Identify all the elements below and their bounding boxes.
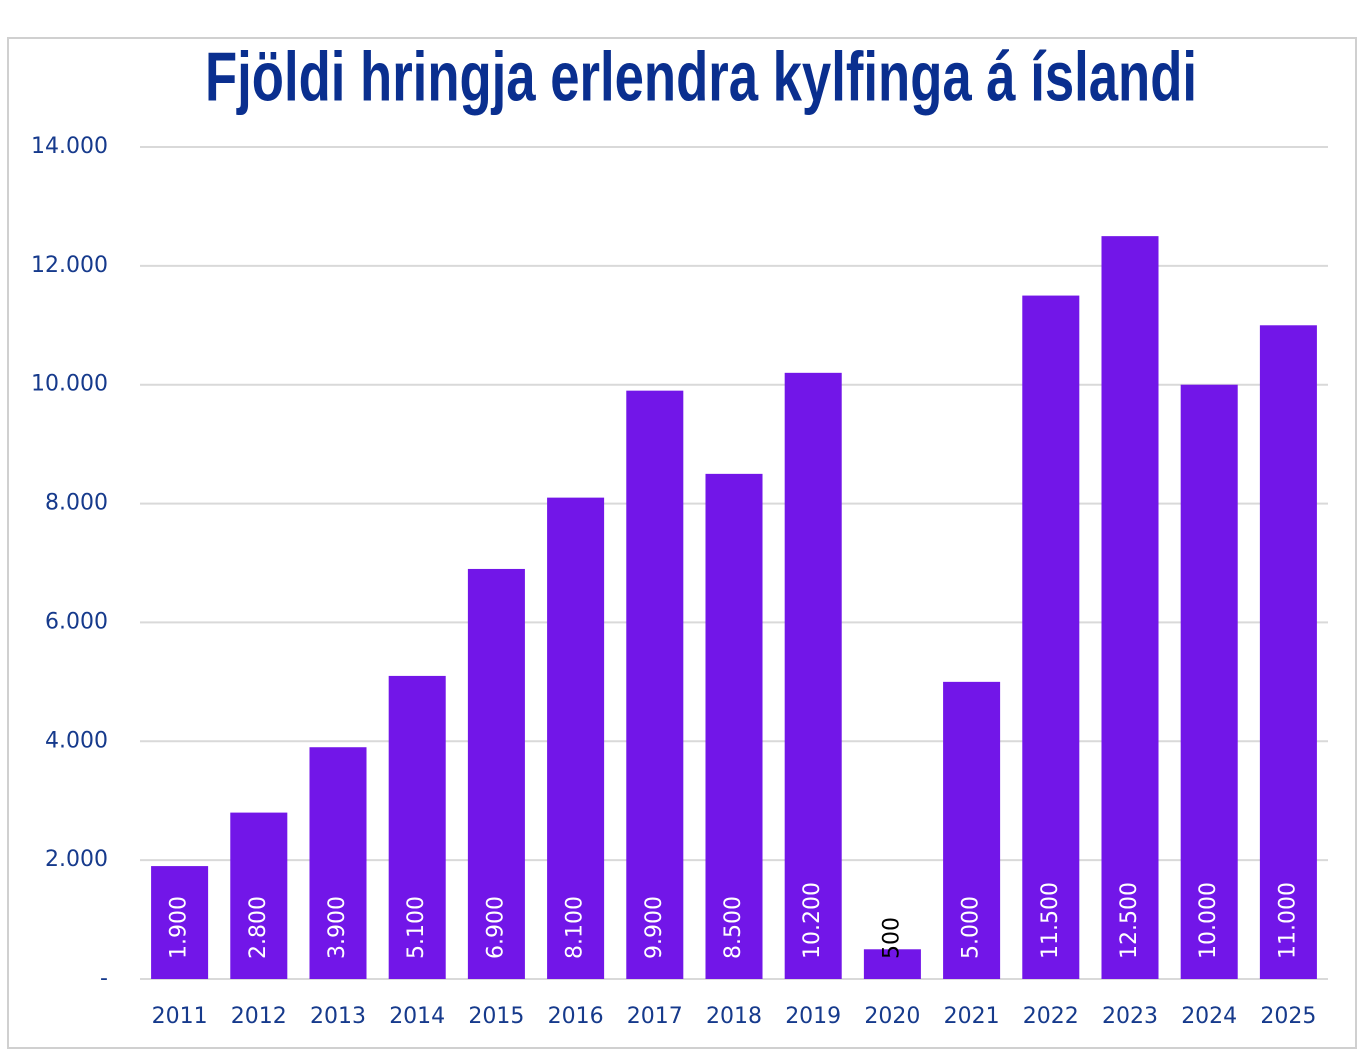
bar	[388, 675, 446, 979]
value-label: 8.100	[563, 896, 588, 959]
x-tick-label: 2014	[389, 1004, 445, 1029]
value-label: 8.500	[721, 896, 746, 959]
x-tick-label: 2020	[864, 1004, 920, 1029]
value-label: 10.000	[1196, 882, 1221, 959]
value-label: 1.900	[167, 896, 192, 959]
value-label: 11.500	[1038, 882, 1063, 959]
x-tick-label: 2015	[468, 1004, 524, 1029]
y-tick-label: 12.000	[31, 253, 108, 278]
x-tick-label: 2012	[231, 1004, 287, 1029]
x-tick-label: 2018	[706, 1004, 762, 1029]
value-label: 3.900	[325, 896, 350, 959]
value-label: 5.100	[404, 896, 429, 959]
bar	[784, 372, 842, 979]
y-tick-label: 14.000	[31, 134, 108, 159]
x-tick-label: 2011	[152, 1004, 208, 1029]
bar	[705, 473, 763, 979]
value-label: 9.900	[642, 896, 667, 959]
x-tick-label: 2016	[548, 1004, 604, 1029]
x-tick-label: 2017	[627, 1004, 683, 1029]
x-tick-label: 2013	[310, 1004, 366, 1029]
x-tick-label: 2025	[1260, 1004, 1316, 1029]
x-tick-label: 2021	[944, 1004, 1000, 1029]
value-label: 5.000	[959, 896, 984, 959]
value-label: 6.900	[483, 896, 508, 959]
bar	[1101, 236, 1159, 980]
x-tick-label: 2024	[1181, 1004, 1237, 1029]
bar	[309, 747, 367, 979]
x-tick-label: 2023	[1102, 1004, 1158, 1029]
y-tick-label: 6.000	[45, 609, 108, 634]
value-label: 10.200	[800, 882, 825, 959]
value-label: 12.500	[1117, 882, 1142, 959]
bar	[626, 390, 684, 980]
y-tick-label: 10.000	[31, 372, 108, 397]
y-tick-label: 2.000	[45, 847, 108, 872]
bar	[151, 866, 209, 979]
value-label: 11.000	[1275, 882, 1300, 959]
bar	[1259, 325, 1317, 979]
bar	[943, 681, 1001, 979]
y-tick-label: -	[100, 966, 108, 991]
bar	[863, 949, 921, 979]
x-tick-label: 2019	[785, 1004, 841, 1029]
bar	[230, 812, 288, 979]
x-tick-label: 2022	[1023, 1004, 1079, 1029]
bar	[1022, 295, 1080, 980]
bar	[467, 568, 525, 979]
bar	[1180, 384, 1238, 979]
value-label: 2.800	[246, 896, 271, 959]
bar	[547, 497, 605, 979]
y-tick-label: 4.000	[45, 728, 108, 753]
chart-title: Fjöldi hringja erlendra kylfinga á íslan…	[205, 37, 1197, 115]
value-label: 500	[879, 917, 904, 959]
y-tick-label: 8.000	[45, 491, 108, 516]
